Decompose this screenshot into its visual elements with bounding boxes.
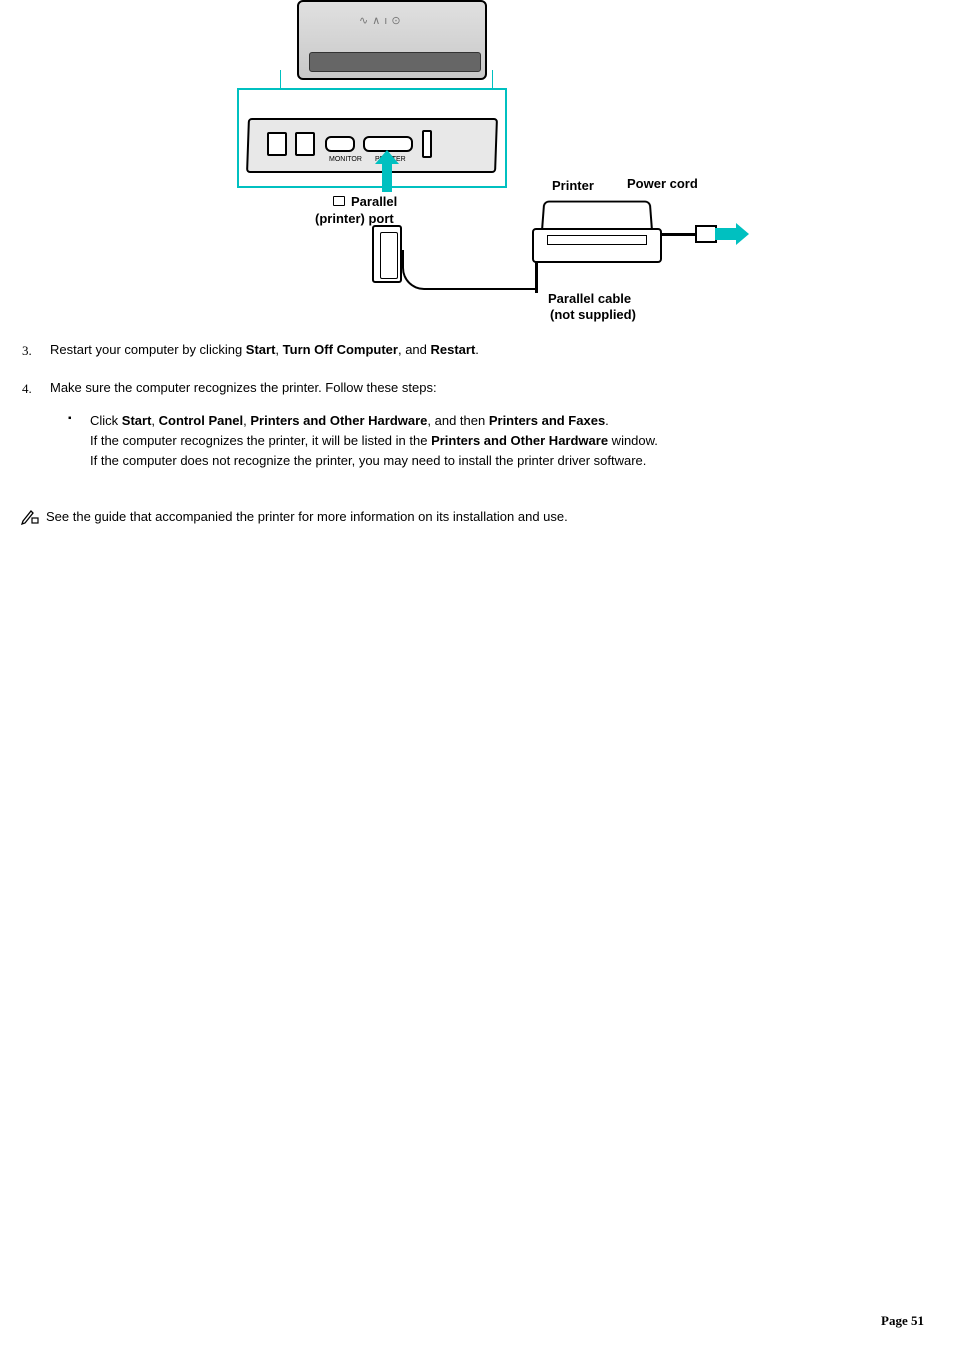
- port-icon: [295, 132, 315, 156]
- parallel-cable-label: Parallel cable: [548, 291, 631, 306]
- port-icon: [267, 132, 287, 156]
- instruction-sublist: Click Start, Control Panel, Printers and…: [50, 411, 934, 471]
- port-caption: MONITOR: [329, 156, 362, 163]
- laptop-logo: ∿∧ı⊙: [359, 14, 429, 32]
- power-cord-label: Power cord: [627, 176, 698, 191]
- note-text: See the guide that accompanied the print…: [46, 507, 568, 527]
- instruction-step-4: 4. Make sure the computer recognizes the…: [50, 378, 934, 472]
- zoom-guide-line: [280, 70, 281, 88]
- cable-line: [402, 250, 537, 290]
- step-text: Restart your computer by clicking Start,…: [50, 342, 479, 357]
- instruction-bullet: Click Start, Control Panel, Printers and…: [90, 411, 934, 471]
- printer-label: Printer: [552, 178, 594, 193]
- instruction-step-3: 3. Restart your computer by clicking Sta…: [50, 340, 934, 360]
- printer-illustration: [532, 200, 662, 265]
- parallel-port-symbol-icon: [333, 196, 345, 206]
- connection-arrow-icon: [382, 162, 392, 192]
- parallel-cable-sublabel: (not supplied): [550, 307, 636, 322]
- step-number: 4.: [22, 379, 32, 399]
- port-icon: [422, 130, 432, 158]
- parallel-port-label: Parallel: [351, 194, 397, 209]
- port-icon: [325, 136, 355, 152]
- instruction-list: 3. Restart your computer by clicking Sta…: [0, 340, 954, 471]
- laptop-illustration: ∿∧ı⊙: [297, 0, 487, 80]
- printer-connection-diagram: ∿∧ı⊙ MONITOR PRINTER Parallel (printer) …: [207, 0, 747, 320]
- power-plug-icon: [695, 225, 717, 243]
- step-text: Make sure the computer recognizes the pr…: [50, 380, 437, 395]
- step-number: 3.: [22, 341, 32, 361]
- parallel-port-sublabel: (printer) port: [315, 211, 394, 226]
- power-cord-line: [662, 233, 697, 236]
- cable-connector-illustration: [372, 225, 402, 283]
- power-arrow-icon: [715, 228, 737, 240]
- page-number: Page 51: [881, 1313, 924, 1329]
- zoom-guide-line: [492, 70, 493, 88]
- note-pencil-icon: [20, 507, 40, 525]
- note-block: See the guide that accompanied the print…: [0, 489, 954, 527]
